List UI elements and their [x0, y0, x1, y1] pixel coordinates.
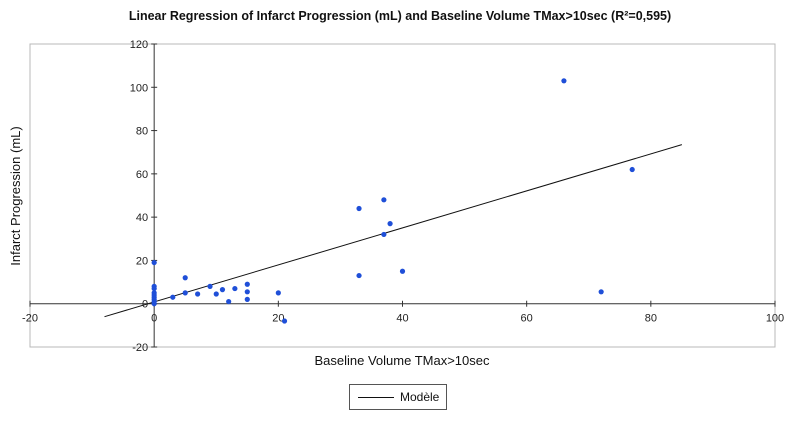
- data-point: [182, 275, 188, 281]
- y-axis-title: Infarct Progression (mL): [8, 126, 23, 265]
- data-point: [182, 290, 188, 296]
- data-point: [281, 318, 288, 324]
- y-tick-label: -20: [132, 342, 148, 354]
- data-point: [244, 296, 250, 302]
- data-point: [219, 287, 226, 293]
- data-point: [629, 166, 635, 173]
- y-tick-label: 100: [130, 82, 148, 94]
- y-tick-label: 120: [130, 39, 148, 51]
- regression-line: [104, 144, 683, 318]
- data-point: [356, 272, 362, 279]
- data-point: [232, 285, 238, 292]
- x-tick-label: 80: [645, 313, 657, 325]
- data-point: [170, 294, 176, 300]
- legend: Modèle: [349, 384, 447, 410]
- data-point: [195, 291, 201, 297]
- data-point: [151, 259, 157, 266]
- y-tick-label: 80: [136, 126, 148, 138]
- x-axis-title: Baseline Volume TMax>10sec: [315, 353, 490, 368]
- x-tick-label: 100: [766, 313, 784, 325]
- chart-title: Linear Regression of Infarct Progression…: [128, 9, 672, 23]
- legend-label-modele: Modèle: [400, 390, 440, 404]
- x-tick-label: 20: [272, 313, 284, 325]
- data-point: [207, 283, 213, 289]
- legend-line-swatch: [358, 396, 394, 398]
- y-tick-label: 40: [136, 212, 148, 224]
- data-point: [151, 285, 157, 292]
- data-point: [561, 78, 567, 84]
- data-point: [244, 289, 250, 295]
- data-point: [356, 205, 362, 212]
- data-point: [226, 298, 232, 305]
- data-point: [213, 291, 219, 297]
- x-tick-label: 0: [151, 313, 157, 325]
- data-point: [399, 268, 406, 274]
- x-tick-label: -20: [22, 313, 38, 325]
- data-point: [244, 281, 250, 287]
- data-point: [381, 197, 387, 203]
- x-tick-label: 40: [396, 313, 408, 325]
- x-tick-label: 60: [521, 313, 533, 325]
- data-point: [598, 289, 604, 295]
- y-tick-label: 60: [136, 169, 148, 181]
- data-point: [381, 231, 387, 238]
- data-point: [387, 221, 393, 227]
- plot-frame: [29, 43, 776, 348]
- data-point: [151, 301, 157, 307]
- y-tick-label: 20: [136, 255, 148, 267]
- data-point: [275, 290, 281, 296]
